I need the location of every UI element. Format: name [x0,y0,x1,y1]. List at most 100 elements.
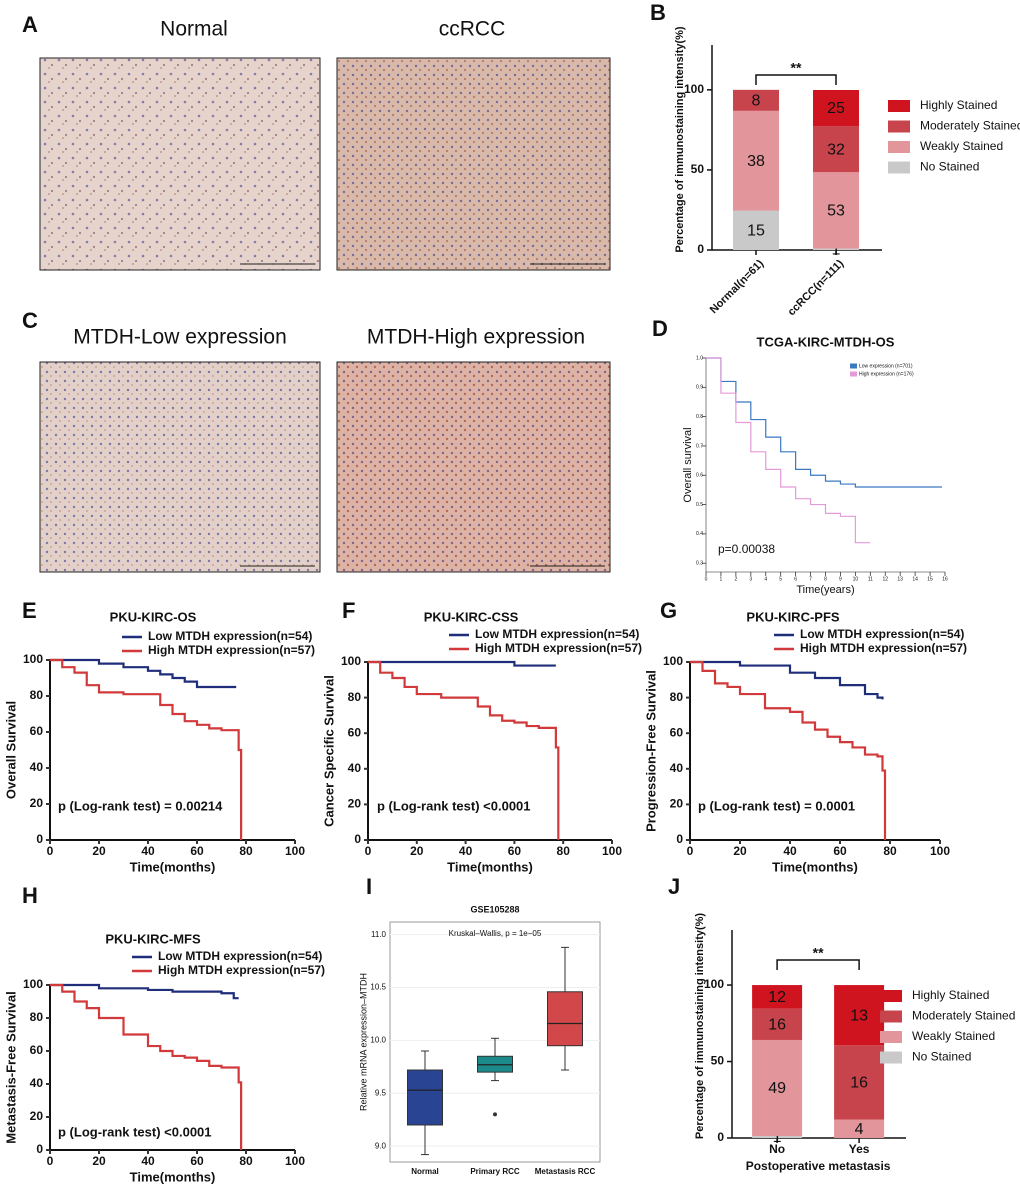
survival-curve [50,983,243,1150]
legend-label: High MTDH expression(n=57) [800,641,967,655]
y-axis-label: Overall Survival [3,701,18,799]
x-tick-label: 80 [239,1154,253,1168]
x-tick-label: No [769,1142,785,1156]
bar-segment [752,1008,803,1040]
y-tick-label: 100 [704,977,724,991]
y-tick-label: 20 [670,797,684,811]
significance-label: ** [791,60,802,76]
x-tick-label: 40 [783,844,797,858]
legend-swatch [888,120,910,133]
x-tick-label: 40 [141,844,155,858]
y-tick-label: 80 [670,690,684,704]
data-label: 15 [747,223,765,240]
data-label: 38 [747,153,765,170]
x-tick-label: 9 [839,576,842,582]
x-tick-label: ccRCC(n=111) [786,257,847,318]
bar-segment [733,110,779,211]
panel-label: E [22,598,37,623]
x-tick-label: 0 [47,1154,54,1168]
bar-segment [834,985,885,1046]
y-tick-label: 0.9 [696,385,703,391]
y-tick-label: 80 [30,688,44,702]
significance-label: ** [813,945,824,961]
chart-title: PKU-KIRC-PFS [746,609,839,624]
legend-label: High expression (n=176) [859,371,914,377]
x-tick-label: 4 [764,576,767,582]
x-tick-label: 40 [141,1154,155,1168]
y-tick-label: 0.8 [696,414,703,420]
chart-title: PKU-KIRC-OS [110,609,197,624]
y-tick-label: 0.5 [696,502,703,508]
x-tick-label: 0 [687,844,694,858]
bar-segment [813,248,859,250]
x-tick-label: Normal [411,1167,439,1176]
y-tick-label: 60 [30,724,44,738]
x-axis-label: Time(years) [796,584,854,596]
y-tick-label: 100 [23,652,43,666]
y-tick-label: 100 [663,654,683,668]
survival-curve [368,660,560,840]
x-tick-label: 2 [734,576,737,582]
bar-segment [752,985,803,1009]
legend-label: Highly Stained [912,988,989,1002]
x-tick-label: 100 [602,844,622,858]
legend-label: High MTDH expression(n=57) [148,643,315,657]
image-title: Normal [160,18,228,41]
micrograph [39,361,321,573]
micrograph [39,57,321,271]
y-tick-label: 40 [348,761,362,775]
survival-curve [50,983,239,1000]
micrograph [336,57,611,271]
x-tick-label: 100 [285,844,305,858]
p-value: p=0.00038 [718,542,775,556]
y-tick-label: 60 [670,725,684,739]
legend-swatch [888,141,910,153]
y-tick-label: 60 [30,1043,44,1057]
x-tick-label: 0 [365,844,372,858]
survival-curve [690,660,887,840]
x-axis-label: Time(months) [130,859,216,874]
x-tick-label: Normal(n=61) [708,257,767,316]
x-tick-label: 16 [942,576,948,582]
y-tick-label: 40 [30,760,44,774]
y-tick-label: 80 [30,1010,44,1024]
y-axis-label: Percentage of immunostaining intensity(%… [694,913,706,1139]
x-tick-label: 11 [868,576,873,582]
y-tick-label: 0.4 [696,531,703,537]
y-tick-label: 0 [697,242,704,256]
y-tick-label: 0.7 [696,443,703,449]
panel-label: F [342,598,355,623]
y-tick-label: 100 [684,82,704,96]
x-tick-label: 12 [882,576,888,582]
legend-label: No Stained [912,1050,971,1064]
y-tick-label: 20 [348,797,362,811]
x-tick-label: 13 [897,576,903,582]
y-axis-label: Cancer Specific Survival [321,675,336,827]
y-tick-label: 40 [670,761,684,775]
data-label: 16 [850,1075,868,1092]
data-label: 13 [850,1007,868,1024]
bar-segment [813,90,859,127]
bar-segment [834,1045,885,1120]
panel-labels: A B C D E F G H I J [22,0,680,908]
legend-swatch [880,1031,902,1043]
y-axis-label: Progression-Free Survival [643,670,658,832]
panel-label: H [22,883,38,908]
data-label: 25 [827,100,845,117]
y-tick-label: 1.0 [696,355,703,361]
y-tick-label: 9.0 [375,1141,387,1150]
image-title: MTDH-High expression [367,326,585,349]
y-tick-label: 0 [36,1142,43,1156]
legend-label: Low MTDH expression(n=54) [158,949,322,963]
survival-curve [706,357,871,544]
x-tick-label: Primary RCC [470,1167,520,1176]
p-value: p (Log-rank test) = 0.00214 [58,798,223,813]
x-tick-label: 60 [190,1154,204,1168]
panel-label: G [660,598,677,623]
y-tick-label: 100 [23,977,43,991]
legend-swatch [880,1010,902,1023]
bar-segment [752,1136,803,1138]
data-label: 16 [768,1017,786,1034]
annotation: Kruskal–Wallis, p = 1e−05 [449,929,542,938]
